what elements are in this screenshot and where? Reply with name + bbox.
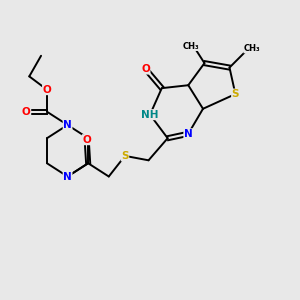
Text: CH₃: CH₃ (183, 42, 200, 51)
Text: O: O (141, 64, 150, 74)
Text: S: S (232, 89, 239, 99)
Text: S: S (121, 151, 129, 161)
Text: O: O (22, 107, 31, 117)
Text: NH: NH (141, 110, 159, 120)
Text: N: N (63, 120, 72, 130)
Text: N: N (184, 129, 193, 139)
Text: N: N (63, 172, 72, 182)
Text: O: O (43, 85, 51, 94)
Text: CH₃: CH₃ (244, 44, 260, 53)
Text: O: O (82, 135, 91, 145)
